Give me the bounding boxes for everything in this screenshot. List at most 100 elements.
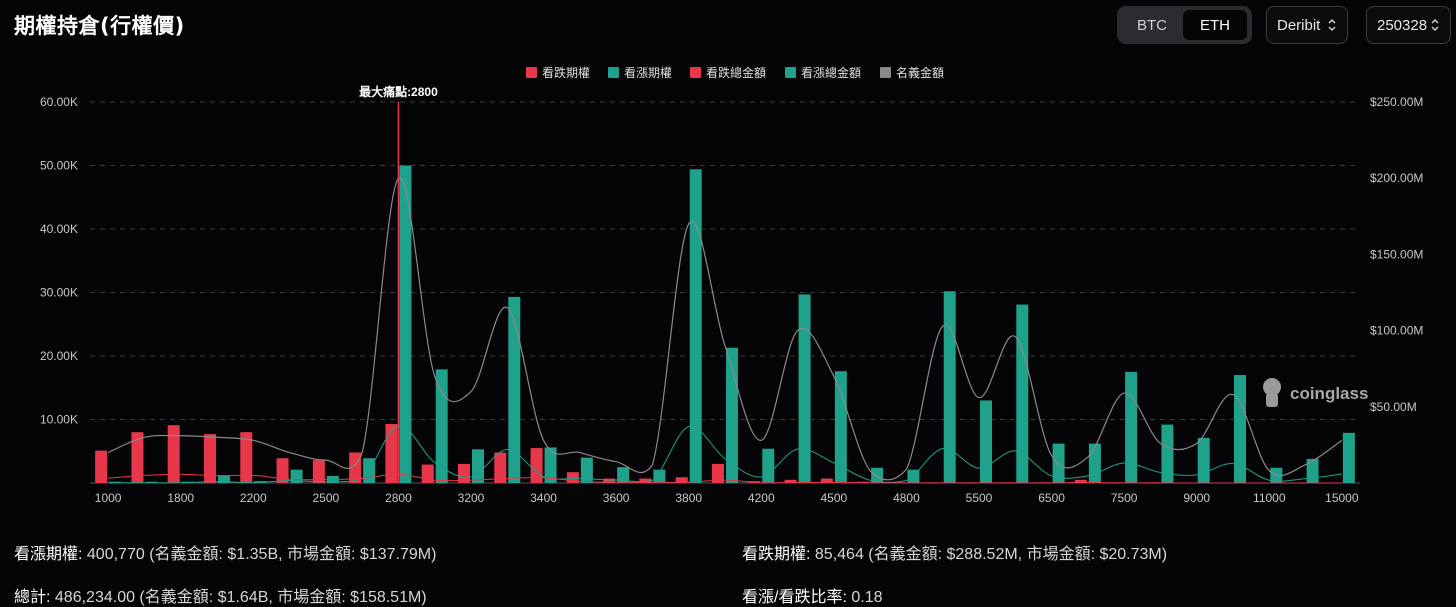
y-left-tick-label: 40.00K	[40, 222, 78, 236]
call-bar	[762, 448, 775, 483]
x-tick-label: 3200	[458, 491, 485, 505]
call-bar	[580, 457, 593, 483]
x-tick-label: 4200	[748, 491, 775, 505]
put-bar	[784, 479, 797, 483]
page-title: 期權持倉(行權價)	[14, 14, 185, 38]
call-bar	[1342, 432, 1355, 483]
calls-summary: 看漲期權: 400,770 (名義金額: $1.35B, 市場金額: $137.…	[14, 540, 436, 564]
x-tick-label: 1000	[95, 491, 122, 505]
puts-summary-value: 85,464 (名義金額: $288.52M, 市場金額: $20.73M)	[814, 546, 1168, 563]
watermark-text: coinglass	[1290, 384, 1368, 403]
x-tick-label: 2500	[313, 491, 340, 505]
put-bar	[167, 425, 180, 483]
legend-label: 看漲總金額	[801, 65, 861, 80]
put-bar	[639, 478, 652, 483]
x-tick-label: 9000	[1183, 491, 1210, 505]
call-bar	[1052, 443, 1065, 483]
puts-summary: 看跌期權: 85,464 (名義金額: $288.52M, 市場金額: $20.…	[742, 540, 1167, 564]
x-tick-label: 11000	[1253, 491, 1286, 505]
expiry-select[interactable]: 250328	[1366, 6, 1451, 44]
call-bar	[1234, 375, 1246, 483]
call-bar	[798, 294, 811, 483]
eth-toggle-button[interactable]: ETH	[1183, 10, 1247, 40]
call-bar	[508, 296, 521, 483]
call-bar	[1016, 304, 1029, 483]
call-bar	[653, 469, 666, 483]
y-left-tick-label: 30.00K	[40, 286, 78, 300]
notional-line	[107, 177, 1343, 481]
exchange-select[interactable]: Deribit	[1266, 6, 1348, 44]
legend-swatch	[608, 67, 619, 78]
call-bar	[1161, 424, 1174, 483]
call-bar	[1088, 443, 1101, 483]
call-bar	[399, 165, 412, 483]
y-right-tick-label: $200.00M	[1370, 171, 1423, 185]
x-tick-label: 3600	[603, 491, 630, 505]
x-tick-label: 2200	[240, 491, 267, 505]
put-bar	[566, 472, 579, 483]
asset-toggle: BTC ETH	[1117, 6, 1252, 44]
call-bar	[1125, 371, 1138, 483]
coinglass-logo-body	[1266, 393, 1278, 407]
put-bar	[204, 434, 216, 483]
x-tick-label: 5500	[966, 491, 993, 505]
chevron-updown-icon	[1328, 18, 1336, 32]
y-left-tick-label: 10.00K	[40, 413, 78, 427]
call-bar	[1197, 437, 1210, 483]
total-summary-value: 486,234.00 (名義金額: $1.64B, 市場金額: $158.51M…	[54, 589, 427, 606]
call-bar	[472, 449, 484, 483]
calls-total-line	[108, 425, 1342, 484]
call-bar	[689, 169, 702, 483]
ratio-summary-value: 0.18	[851, 589, 883, 606]
call-bar	[617, 467, 630, 483]
put-bar	[131, 432, 144, 483]
call-bar	[834, 371, 847, 483]
call-bar	[871, 467, 884, 483]
y-left-tick-label: 60.00K	[40, 95, 78, 109]
call-bar	[218, 475, 230, 483]
calls-summary-label: 看漲期權:	[14, 546, 83, 563]
x-tick-label: 3400	[530, 491, 557, 505]
total-summary-label: 總計:	[14, 589, 51, 606]
legend-swatch	[880, 67, 891, 78]
call-bar	[943, 291, 956, 483]
legend-swatch	[526, 67, 537, 78]
x-tick-label: 1800	[167, 491, 194, 505]
put-bar	[820, 478, 833, 483]
exchange-select-value: Deribit	[1277, 16, 1321, 34]
y-right-tick-label: $250.00M	[1370, 95, 1423, 109]
coinglass-logo-icon	[1263, 378, 1281, 396]
x-tick-label: 7500	[1111, 491, 1138, 505]
expiry-select-value: 250328	[1377, 16, 1428, 34]
put-bar	[675, 477, 688, 483]
btc-toggle-button[interactable]: BTC	[1137, 16, 1167, 34]
legend-swatch	[785, 67, 796, 78]
legend-swatch	[690, 67, 701, 78]
put-bar	[385, 423, 398, 483]
y-right-tick-label: $100.00M	[1370, 324, 1423, 338]
put-bar	[312, 460, 325, 483]
put-bar	[603, 478, 616, 483]
x-tick-label: 3800	[675, 491, 702, 505]
call-bar	[544, 447, 557, 483]
x-tick-label: 2800	[385, 491, 412, 505]
open-interest-chart: 10.00K 20.00K 30.00K 40.00K 50.00K 60.00K $50.…	[40, 65, 1423, 505]
call-bar	[435, 369, 448, 483]
puts-summary-label: 看跌期權:	[742, 546, 811, 563]
put-bar	[276, 458, 289, 483]
y-right-tick-label: $50.00M	[1370, 400, 1417, 414]
put-bar	[95, 450, 108, 483]
chevron-updown-icon	[1431, 18, 1439, 32]
y-right-tick-label: $150.00M	[1370, 247, 1423, 261]
x-tick-label: 6500	[1038, 491, 1065, 505]
y-left-tick-label: 50.00K	[40, 159, 78, 173]
y-left-tick-label: 20.00K	[40, 349, 78, 363]
calls-summary-value: 400,770 (名義金額: $1.35B, 市場金額: $137.79M)	[86, 546, 437, 563]
put-bar	[712, 463, 724, 483]
ratio-summary: 看漲/看跌比率: 0.18	[742, 583, 883, 607]
put-bar	[1074, 479, 1087, 483]
call-bar	[1306, 458, 1319, 483]
total-summary: 總計: 486,234.00 (名義金額: $1.64B, 市場金額: $158…	[14, 583, 427, 607]
puts-total-line	[108, 473, 1342, 484]
legend-label: 看漲期權	[624, 66, 672, 80]
